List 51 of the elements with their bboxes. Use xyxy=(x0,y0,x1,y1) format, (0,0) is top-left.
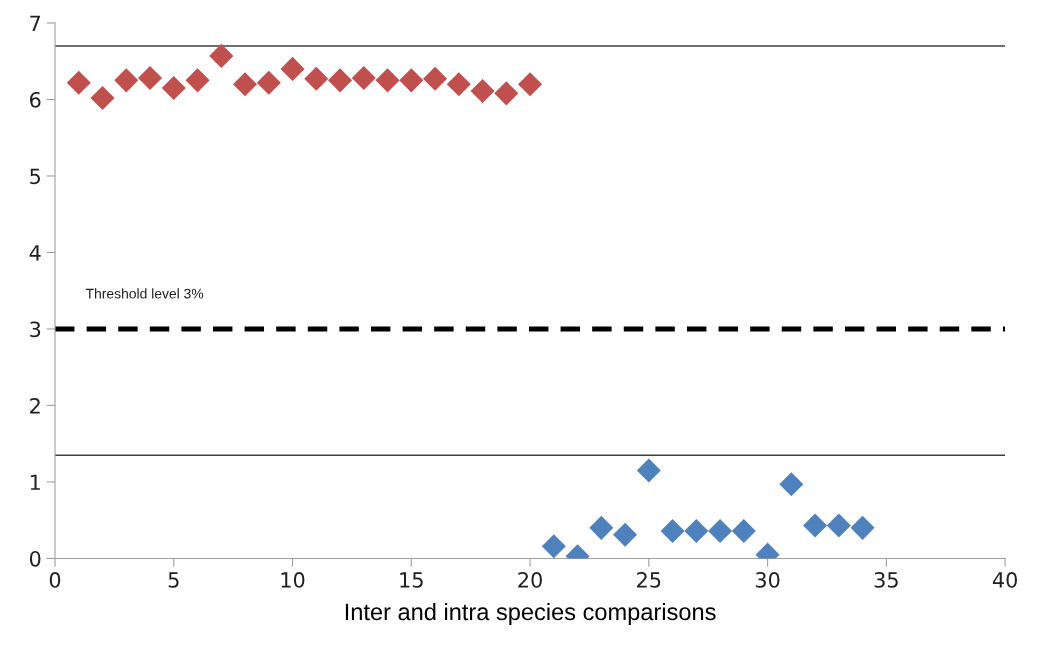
x-tick-label: 15 xyxy=(400,572,423,588)
x-tick-label: 40 xyxy=(992,572,1017,588)
y-tick-label: 2 xyxy=(30,397,40,414)
point xyxy=(660,518,685,543)
point xyxy=(636,458,661,483)
point xyxy=(66,70,91,95)
y-tick-label: 4 xyxy=(29,245,41,261)
point xyxy=(185,68,210,93)
y-tick-label: 5 xyxy=(30,168,40,185)
point xyxy=(351,66,376,91)
point xyxy=(209,43,234,68)
point xyxy=(541,534,566,559)
point xyxy=(304,66,329,91)
y-tick-label: 7 xyxy=(30,15,41,31)
x-tick-label: 25 xyxy=(637,572,661,588)
ref-line-label: Threshold level 3% xyxy=(85,288,204,299)
point xyxy=(423,66,448,91)
point xyxy=(280,56,305,81)
x-tick-label: 10 xyxy=(281,572,305,588)
point xyxy=(613,522,638,547)
point xyxy=(161,75,186,101)
point xyxy=(494,81,519,106)
x-tick-label: 30 xyxy=(755,572,780,588)
y-tick-label: 6 xyxy=(30,91,41,108)
point xyxy=(731,518,756,543)
y-tick-label: 3 xyxy=(30,321,41,338)
point xyxy=(138,66,163,91)
point xyxy=(826,513,851,538)
point xyxy=(328,68,353,93)
point xyxy=(589,515,614,540)
point xyxy=(850,515,875,540)
point xyxy=(684,518,709,543)
point xyxy=(779,472,804,497)
point xyxy=(803,513,828,538)
point xyxy=(518,72,543,97)
x-tick-label: 35 xyxy=(874,572,898,588)
point xyxy=(375,68,400,93)
point xyxy=(708,518,733,543)
point xyxy=(256,70,281,95)
point xyxy=(470,79,495,104)
x-tick-label: 20 xyxy=(518,572,542,588)
point xyxy=(114,68,139,93)
x-axis-title: Inter and intra species comparisons xyxy=(345,602,716,625)
point xyxy=(90,85,115,110)
x-tick-label: 0 xyxy=(49,572,61,588)
point xyxy=(446,72,471,97)
point xyxy=(233,72,258,97)
point xyxy=(399,68,424,93)
y-tick-label: 0 xyxy=(29,550,41,567)
y-tick-label: 1 xyxy=(30,474,40,490)
x-tick-label: 5 xyxy=(168,572,179,588)
